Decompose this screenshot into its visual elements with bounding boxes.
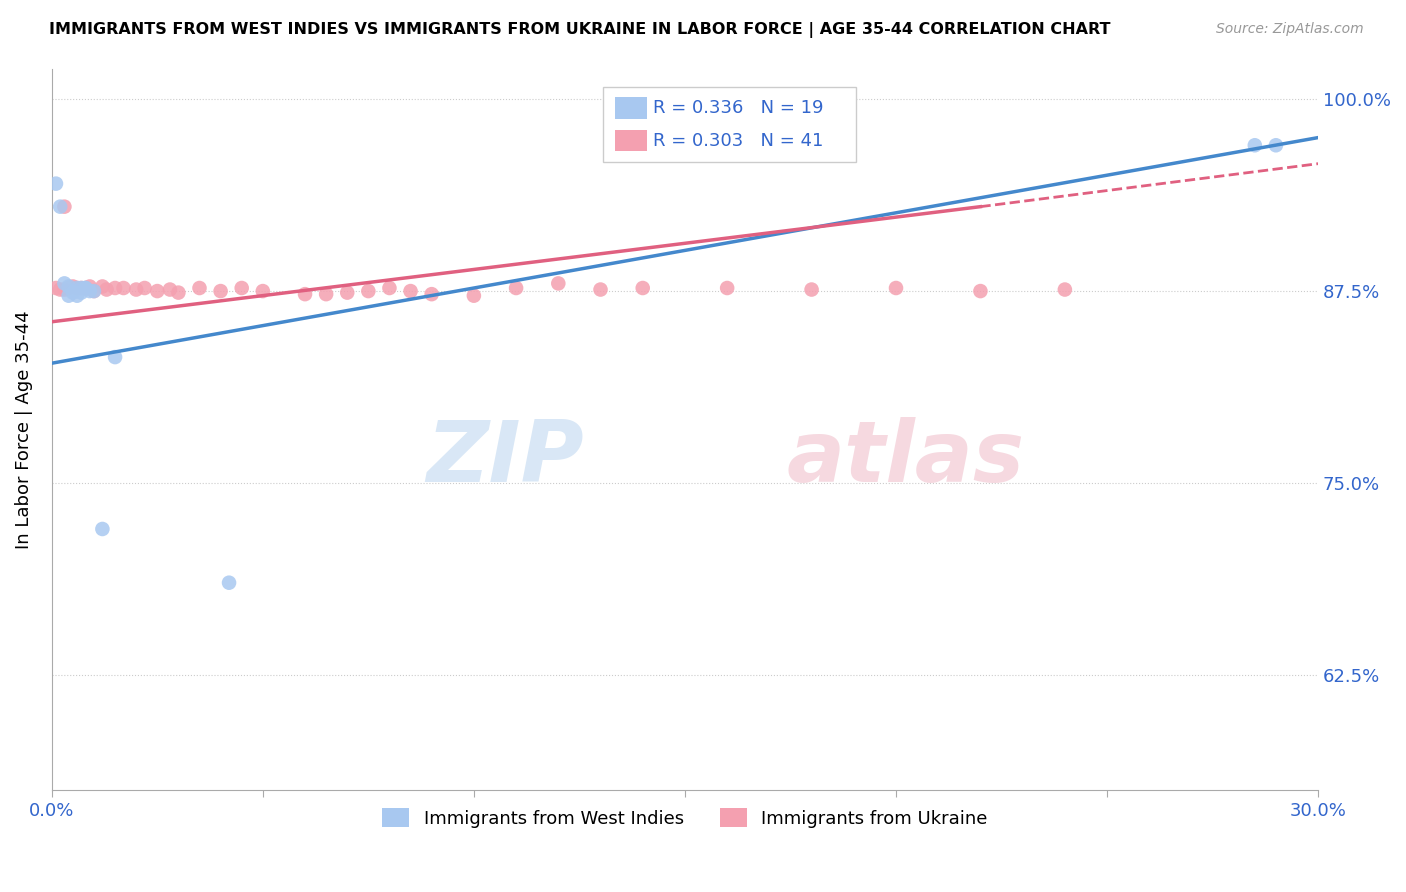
Text: R = 0.336   N = 19: R = 0.336 N = 19 [654, 99, 824, 117]
Point [58, 279, 80, 293]
Text: R = 0.303   N = 41: R = 0.303 N = 41 [654, 132, 824, 150]
Text: IMMIGRANTS FROM WEST INDIES VS IMMIGRANTS FROM UKRAINE IN LABOR FORCE | AGE 35-4: IMMIGRANTS FROM WEST INDIES VS IMMIGRANT… [49, 22, 1111, 38]
Point [58, 288, 80, 302]
Point [218, 575, 240, 590]
Point [112, 281, 135, 295]
Point [159, 283, 181, 297]
Point [399, 284, 422, 298]
Point [378, 281, 401, 295]
Point [547, 277, 569, 291]
Point [70, 281, 93, 295]
FancyBboxPatch shape [616, 97, 647, 119]
Point [231, 281, 253, 295]
Point [53, 283, 76, 297]
Point [252, 284, 274, 298]
Point [104, 350, 127, 364]
Point [75, 281, 97, 295]
Point [45, 177, 67, 191]
Text: Source: ZipAtlas.com: Source: ZipAtlas.com [1216, 22, 1364, 37]
Point [83, 284, 105, 298]
Point [188, 281, 211, 295]
Point [209, 284, 232, 298]
Point [79, 279, 101, 293]
Point [53, 200, 76, 214]
Point [1264, 138, 1286, 153]
Point [167, 285, 190, 300]
Point [589, 283, 612, 297]
Point [146, 284, 169, 298]
Point [315, 287, 337, 301]
Point [96, 283, 118, 297]
Point [49, 283, 72, 297]
Point [134, 281, 156, 295]
FancyBboxPatch shape [603, 87, 856, 162]
Point [79, 284, 101, 298]
Text: atlas: atlas [786, 417, 1025, 500]
Point [70, 281, 93, 295]
Point [336, 285, 359, 300]
Point [70, 285, 93, 300]
Point [75, 281, 97, 295]
Point [66, 288, 89, 302]
Point [66, 281, 89, 295]
Text: ZIP: ZIP [426, 417, 583, 500]
Point [884, 281, 907, 295]
Point [716, 281, 738, 295]
Point [66, 281, 89, 295]
FancyBboxPatch shape [616, 130, 647, 152]
Point [62, 279, 84, 293]
Point [505, 281, 527, 295]
Point [969, 284, 991, 298]
Point [420, 287, 443, 301]
Point [91, 279, 114, 293]
Point [1243, 138, 1265, 153]
Point [125, 283, 148, 297]
Point [58, 281, 80, 295]
Point [800, 283, 823, 297]
Point [631, 281, 654, 295]
Point [49, 200, 72, 214]
Point [62, 285, 84, 300]
Point [83, 284, 105, 298]
Point [104, 281, 127, 295]
Point [45, 281, 67, 295]
Point [294, 287, 316, 301]
Point [75, 281, 97, 295]
Y-axis label: In Labor Force | Age 35-44: In Labor Force | Age 35-44 [15, 310, 32, 549]
Point [53, 277, 76, 291]
Point [91, 522, 114, 536]
Point [1053, 283, 1076, 297]
Legend: Immigrants from West Indies, Immigrants from Ukraine: Immigrants from West Indies, Immigrants … [375, 801, 995, 835]
Point [463, 288, 485, 302]
Point [357, 284, 380, 298]
